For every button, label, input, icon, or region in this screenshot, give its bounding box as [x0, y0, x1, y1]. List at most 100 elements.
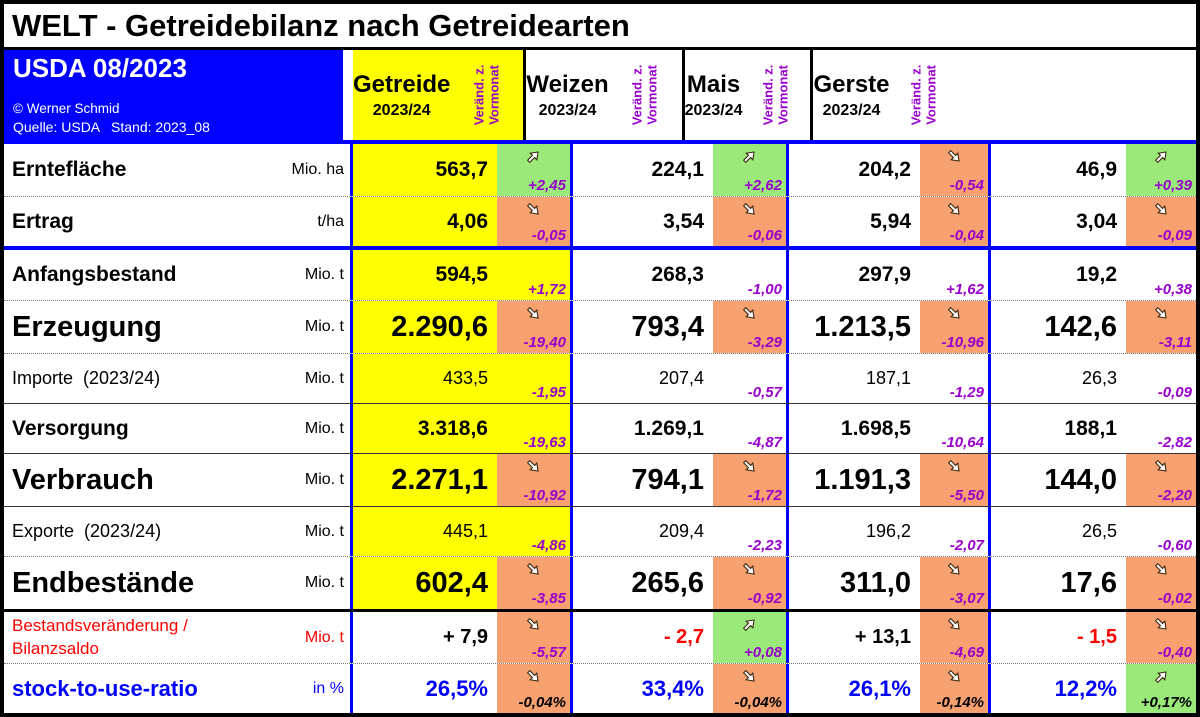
- change-cell: -0,92: [713, 557, 786, 609]
- cell-group: 204,2 -0,54: [786, 144, 988, 196]
- row-unit: Mio. t: [304, 318, 344, 335]
- change-header-rotated: Veränd. z. Vormonat: [470, 64, 501, 126]
- column-season: 2023/24: [372, 101, 431, 119]
- row-label: Erntefläche: [12, 158, 127, 181]
- cell-group: 33,4% -0,04%: [570, 664, 786, 713]
- value-cell: 196,2: [865, 521, 911, 541]
- value-cell: + 13,1: [854, 626, 911, 648]
- change-cell: -0,04%: [713, 664, 786, 713]
- change-value: -0,04%: [518, 694, 566, 711]
- change-value: -3,29: [747, 334, 782, 351]
- change-value: -10,64: [941, 434, 984, 451]
- change-value: -0,09: [1157, 227, 1192, 244]
- cell-group: 794,1 -1,72: [570, 454, 786, 506]
- value-cell: 33,4%: [641, 675, 704, 701]
- cell-group: 3,04 -0,09: [988, 197, 1196, 246]
- column-title: Weizen 2023/24: [526, 50, 608, 140]
- cell-group: 3.318,6 -19,63: [350, 404, 570, 453]
- column-season: 2023/24: [684, 101, 743, 119]
- row-label: Endbestände: [12, 566, 195, 599]
- change-value: +0,38: [1154, 281, 1192, 298]
- value-cell: 1.191,3: [814, 463, 911, 496]
- change-value: -19,40: [523, 334, 566, 351]
- cell-group: 26,5 -0,60: [988, 507, 1196, 556]
- trend-down-arrow-icon: [1154, 562, 1167, 575]
- change-header-rotated: Veränd. z. Vormonat: [629, 64, 660, 126]
- change-value: -0,40: [1157, 644, 1192, 661]
- trend-down-arrow-icon: [1154, 459, 1167, 472]
- value-cell: 26,5%: [425, 675, 488, 701]
- cell-group: 196,2 -2,07: [786, 507, 988, 556]
- change-value: -19,63: [523, 434, 566, 451]
- row-unit: Mio. ha: [291, 161, 344, 178]
- change-column-header: Veränd. z. Vormonat: [742, 50, 810, 140]
- change-cell: -19,40: [497, 301, 570, 353]
- row-unit: Mio. t: [304, 471, 344, 488]
- change-cell: -3,85: [497, 557, 570, 609]
- value-cell: 26,1%: [848, 675, 911, 701]
- trend-down-arrow-icon: [526, 562, 539, 575]
- value-cell: 26,3: [1081, 368, 1117, 388]
- change-cell: -10,92: [497, 454, 570, 506]
- table-row: stock-to-use-ratio in % 26,5% -0,04% 33,4% -0…: [4, 663, 1196, 713]
- cell-group: 1.191,3 -5,50: [786, 454, 988, 506]
- change-header-rotated: Veränd. z. Vormonat: [908, 64, 939, 126]
- trend-down-arrow-icon: [742, 669, 755, 682]
- change-value: -1,00: [747, 281, 782, 298]
- table-row: Erzeugung Mio. t 2.290,6 -19,40 793,4 -3,29 1.…: [4, 300, 1196, 353]
- column-season: 2023/24: [822, 101, 881, 119]
- change-value: +1,62: [946, 281, 984, 298]
- column-title: Gerste 2023/24: [813, 50, 889, 140]
- table-row: Anfangsbestand Mio. t 594,5 +1,72 268,3 -1,00…: [4, 246, 1196, 300]
- trend-up-arrow-icon: [1154, 671, 1167, 684]
- change-value: -4,86: [531, 537, 566, 554]
- table-header: USDA 08/2023 © Werner Schmid Quelle: USD…: [4, 50, 1196, 144]
- cell-group: 188,1 -2,82: [988, 404, 1196, 453]
- change-value: -1,72: [747, 487, 782, 504]
- trend-down-arrow-icon: [947, 149, 960, 162]
- value-cell: 3,54: [663, 209, 704, 233]
- cell-group: 12,2% +0,17%: [988, 664, 1196, 713]
- title-bar: WELT - Getreidebilanz nach Getreidearten: [4, 4, 1196, 50]
- change-cell: +0,17%: [1126, 664, 1196, 713]
- change-cell: -1,29: [920, 354, 988, 403]
- column-header-weizen: Weizen 2023/24 Veränd. z. Vormonat: [523, 50, 681, 140]
- change-value: -4,87: [747, 434, 782, 451]
- change-value: -0,05: [531, 227, 566, 244]
- value-cell: - 2,7: [663, 626, 704, 648]
- change-value: -3,07: [949, 590, 984, 607]
- trend-down-arrow-icon: [947, 459, 960, 472]
- table-row: Verbrauch Mio. t 2.271,1 -10,92 794,1 -1,72 1.…: [4, 453, 1196, 506]
- change-value: -0,02: [1157, 590, 1192, 607]
- value-cell: 311,0: [840, 566, 911, 599]
- trend-up-arrow-icon: [1154, 151, 1167, 164]
- change-value: -2,07: [949, 537, 984, 554]
- value-cell: 2.290,6: [391, 310, 488, 343]
- change-cell: +1,62: [920, 250, 988, 300]
- row-unit: Mio. t: [304, 419, 344, 437]
- change-cell: -1,72: [713, 454, 786, 506]
- change-cell: -0,06: [713, 197, 786, 246]
- trend-down-arrow-icon: [947, 669, 960, 682]
- source-line: Quelle: USDA Stand: 2023_08: [13, 119, 210, 135]
- cell-group: 793,4 -3,29: [570, 301, 786, 353]
- cell-group: 311,0 -3,07: [786, 557, 988, 609]
- cell-group: 144,0 -2,20: [988, 454, 1196, 506]
- header-left: USDA 08/2023 © Werner Schmid Quelle: USD…: [4, 50, 350, 140]
- change-value: -3,11: [1158, 334, 1192, 351]
- value-cell: 17,6: [1060, 566, 1117, 599]
- change-cell: -0,57: [713, 354, 786, 403]
- row-unit: Mio. t: [304, 266, 344, 283]
- change-cell: -5,50: [920, 454, 988, 506]
- row-unit: Mio. t: [304, 522, 344, 540]
- cell-group: 46,9 +0,39: [988, 144, 1196, 196]
- cell-group: 297,9 +1,62: [786, 250, 988, 300]
- cell-group: + 7,9 -5,57: [350, 612, 570, 663]
- value-cell: - 1,5: [1076, 626, 1117, 648]
- value-cell: 19,2: [1076, 263, 1117, 286]
- value-cell: 265,6: [631, 566, 704, 599]
- column-name: Getreide: [353, 70, 451, 98]
- change-value: -0,57: [747, 384, 782, 401]
- change-cell: -4,86: [497, 507, 570, 556]
- change-value: -1,95: [531, 384, 566, 401]
